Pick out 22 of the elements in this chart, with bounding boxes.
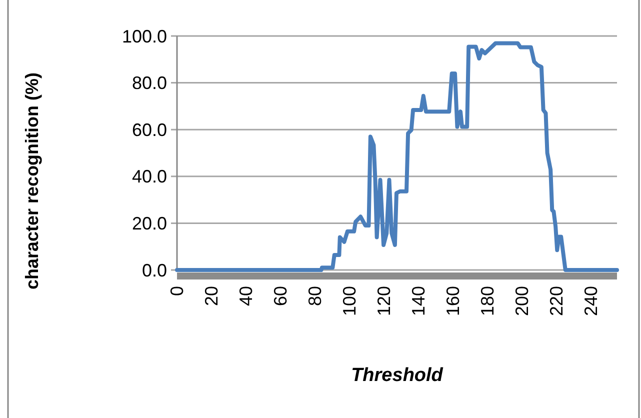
y-tick-label: 40.0: [132, 166, 167, 187]
y-tick-label: 80.0: [132, 73, 167, 94]
x-tick-label: 160: [443, 286, 464, 316]
x-tick-label: 140: [408, 286, 429, 316]
y-tick-label: 20.0: [132, 214, 167, 234]
y-axis-title: character recognition (%): [22, 72, 42, 290]
y-tick-label: 0.0: [142, 260, 167, 280]
x-tick-label: 60: [270, 286, 291, 306]
x-tick-label: 240: [581, 286, 602, 316]
x-tick-label: 80: [305, 286, 326, 306]
x-tick-label: 100: [340, 286, 360, 316]
x-tick-label: 0: [167, 286, 187, 296]
x-tick-label: 40: [236, 286, 256, 306]
x-tick-label: 120: [374, 286, 394, 316]
y-tick-label: 100.0: [122, 26, 167, 46]
x-tick-label: 200: [512, 286, 532, 316]
x-tick-label: 20: [202, 286, 222, 306]
line-series: [175, 41, 619, 272]
y-tick-label: 60.0: [132, 120, 167, 140]
x-tick-label: 180: [478, 286, 498, 316]
x-axis-title: Threshold: [351, 365, 444, 386]
x-tick-label: 220: [546, 286, 567, 316]
